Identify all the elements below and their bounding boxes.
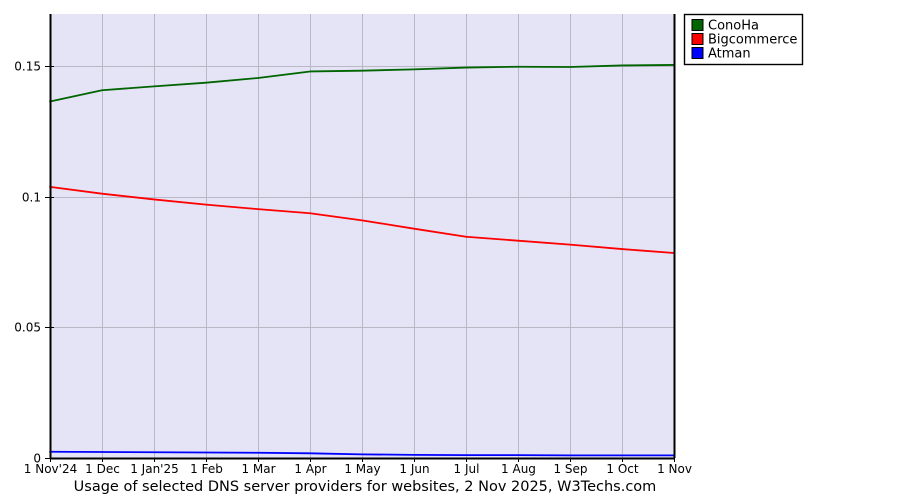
chart-caption: Usage of selected DNS server providers f… — [74, 479, 657, 495]
x-tick-label: 1 Mar — [241, 462, 275, 476]
series-line-conoha — [49, 64, 675, 103]
legend-swatch-conoha — [691, 19, 704, 31]
legend-label-conoha: ConoHa — [708, 19, 759, 34]
x-tick-label: 1 Sep — [553, 462, 587, 476]
x-tick-label: 1 Apr — [294, 462, 326, 476]
series-line-bigcommerce — [49, 186, 675, 254]
x-axis-ticks: 1 Nov'24 1 Dec 1 Jan'25 1 Feb 1 Mar 1 Apr 1 Ma… — [24, 458, 692, 476]
legend-background — [683, 13, 804, 66]
y-axis-ticks: 0 0.05 0.1 0.15 — [14, 60, 54, 466]
series-layer — [49, 64, 675, 457]
x-tick-label: 1 Jun — [399, 462, 429, 476]
x-tick-label: 1 Jul — [454, 462, 480, 476]
y-tick-label: 0 — [33, 452, 41, 466]
series-line-atman — [49, 450, 675, 457]
x-tick-label: 1 Dec — [85, 462, 120, 476]
legend-item-conoha[interactable]: ConoHa — [691, 19, 759, 34]
y-tick-label: 0.15 — [14, 60, 41, 74]
x-tick-label: 1 Nov — [657, 462, 692, 476]
legend-label-bigcommerce: Bigcommerce — [708, 33, 797, 48]
legend-swatch-bigcommerce — [691, 33, 704, 45]
legend-label-atman: Atman — [708, 47, 751, 62]
legend-item-atman[interactable]: Atman — [691, 47, 751, 62]
legend-item-bigcommerce[interactable]: Bigcommerce — [691, 33, 797, 48]
y-tick-label: 0.05 — [14, 321, 41, 335]
x-tick-label: 1 May — [344, 462, 380, 476]
x-tick-label: 1 Feb — [190, 462, 223, 476]
x-tick-label: 1 Jan'25 — [130, 462, 179, 476]
x-tick-label: 1 Aug — [501, 462, 536, 476]
legend-swatch-atman — [691, 47, 704, 59]
x-tick-label: 1 Nov'24 — [24, 462, 77, 476]
y-tick-label: 0.1 — [22, 191, 41, 205]
x-tick-label: 1 Oct — [606, 462, 638, 476]
